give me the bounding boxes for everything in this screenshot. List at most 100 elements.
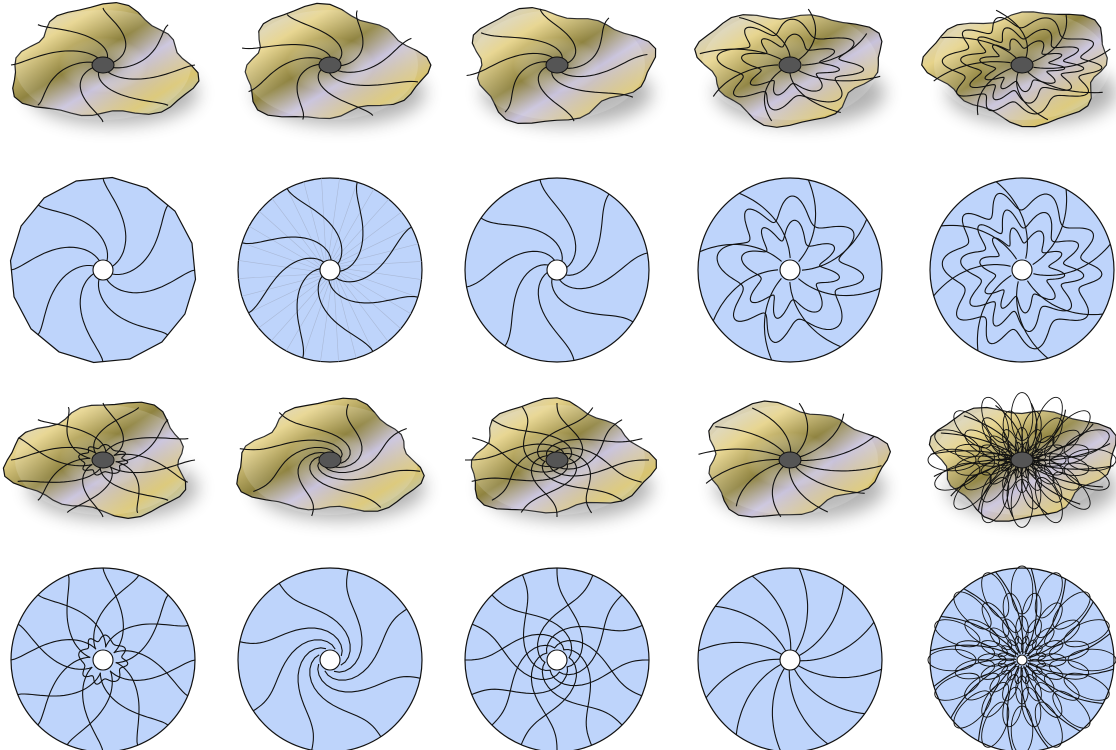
crease [10, 50, 100, 66]
crease [79, 66, 104, 123]
crease [1033, 48, 1111, 69]
crease [521, 406, 551, 468]
wavy-crease [979, 227, 1066, 314]
crease [504, 264, 549, 347]
crease [559, 252, 648, 290]
crease [798, 585, 845, 657]
wavy-crease [78, 444, 129, 476]
center-hole [319, 259, 341, 281]
crease [995, 181, 1028, 259]
crease [102, 7, 127, 64]
crease [751, 407, 792, 454]
crease [545, 624, 643, 654]
wavy-crease [979, 38, 1066, 93]
crease [324, 427, 407, 474]
center-hole [1016, 654, 1028, 666]
crease [537, 407, 594, 463]
wavy-crease [78, 634, 129, 685]
petal-crease [1044, 619, 1080, 648]
crease [37, 419, 107, 453]
crease [37, 61, 94, 106]
crease [297, 647, 327, 750]
crease [735, 663, 782, 735]
crease [795, 568, 809, 652]
crease [751, 575, 792, 651]
crease [537, 272, 575, 361]
crease [1016, 281, 1049, 359]
center-hole [779, 259, 801, 281]
crease [17, 467, 102, 483]
crease [799, 621, 875, 662]
crease [99, 672, 169, 726]
petal-crease [1034, 417, 1063, 454]
crease [1024, 402, 1038, 458]
wavy-crease [960, 27, 1085, 104]
crease [763, 69, 782, 122]
wavy-crease [741, 219, 840, 319]
faint-line [336, 276, 374, 352]
crease [1016, 71, 1049, 121]
crease [480, 32, 563, 60]
faint-line [339, 271, 412, 315]
crease [1023, 463, 1081, 505]
petal-crease [954, 455, 996, 476]
crease [738, 192, 791, 259]
crease [1026, 578, 1067, 657]
crease [1006, 462, 1020, 518]
crease [771, 464, 785, 518]
petal-crease [1048, 659, 1090, 680]
center-hole [92, 649, 114, 671]
crease [763, 278, 782, 361]
crease [113, 453, 188, 483]
crease [545, 438, 643, 457]
crease [556, 568, 584, 668]
crease [239, 439, 343, 458]
faint-line [335, 211, 402, 262]
crease [1020, 665, 1049, 749]
faint-line [329, 182, 358, 261]
faint-line [238, 260, 321, 273]
crease [471, 666, 569, 696]
crease [558, 594, 623, 676]
crease [793, 668, 865, 715]
petal-crease [1021, 592, 1042, 634]
petal-crease [1021, 686, 1042, 728]
wavy-crease [716, 195, 865, 343]
crease [37, 204, 109, 261]
crease [712, 64, 779, 97]
faint-line [286, 188, 324, 264]
crease [977, 461, 1018, 511]
faint-line [339, 269, 418, 298]
crease [17, 623, 93, 670]
crease [771, 668, 785, 750]
crease [798, 179, 817, 262]
crease [115, 419, 169, 463]
crease [248, 257, 325, 314]
petal-crease [927, 448, 977, 472]
crease [715, 426, 787, 455]
petal-crease [981, 417, 1010, 454]
wavy-crease [941, 16, 1103, 115]
petal-crease [964, 672, 1000, 701]
petal-crease [1044, 672, 1080, 701]
crease [793, 465, 865, 494]
crease [705, 658, 781, 699]
crease [104, 623, 189, 648]
crease [1027, 461, 1114, 470]
crease [537, 575, 594, 664]
faint-line [335, 278, 357, 359]
crease [317, 68, 374, 116]
crease [941, 36, 1017, 59]
crease [278, 583, 351, 666]
crease [537, 66, 575, 122]
petal-crease [981, 466, 1010, 503]
faint-line [248, 225, 321, 269]
center-hole [318, 451, 342, 469]
crease [37, 656, 91, 726]
faint-line [336, 226, 412, 264]
crease [97, 70, 169, 106]
crease [930, 644, 1017, 658]
crease [940, 432, 1019, 458]
crease [466, 52, 555, 77]
